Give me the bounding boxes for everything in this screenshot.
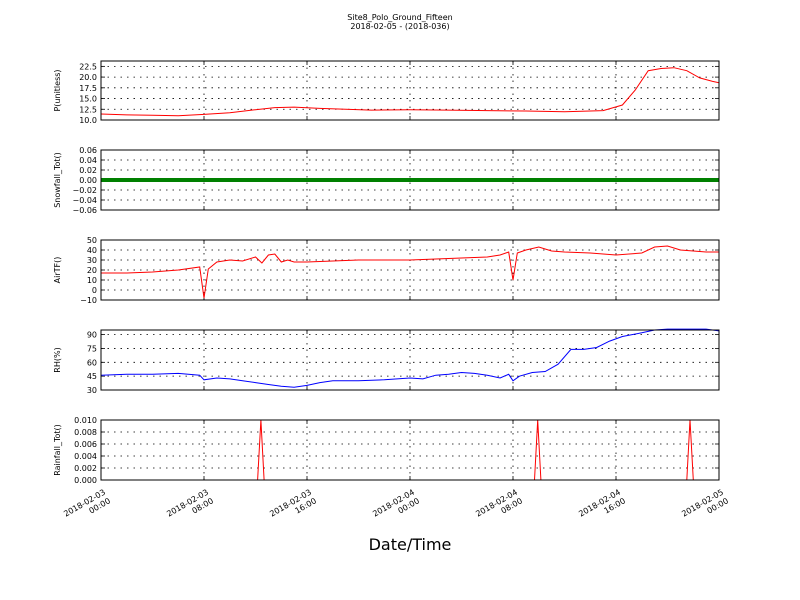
y-tick-label: 15.0 (79, 95, 97, 104)
panel-5: 0.000 0.002 0.004 0.006 0.008 0.010 Rainfall_T… (53, 416, 720, 485)
y-tick-label: 30 (87, 256, 97, 265)
panel-4: 30 45 60 75 90 RH(%) (53, 328, 720, 395)
y-axis-label: Snowfall_Tot() (53, 152, 62, 208)
chart-title: Site8_Polo_Ground_Fifteen (347, 13, 452, 22)
series-line (101, 245, 719, 299)
y-tick-label: 90 (87, 331, 97, 340)
panel-frame (100, 60, 720, 121)
y-axis-label: P(unitless) (53, 69, 62, 111)
series-line (100, 67, 720, 117)
y-tick-label: 0.06 (79, 146, 97, 155)
panel-2: −0.06−0.04−0.020.000.020.040.06 Snowfall_… (53, 146, 720, 215)
y-tick-label: 12.5 (79, 105, 97, 114)
series-line (100, 328, 720, 388)
y-axis-label: AirTF() (53, 257, 62, 284)
y-tick-label: 0.04 (79, 156, 97, 165)
y-tick-label: 0.006 (74, 440, 97, 449)
y-tick-label: 0.02 (79, 166, 97, 175)
y-tick-label: −0.06 (72, 206, 97, 215)
y-tick-label: 40 (87, 246, 97, 255)
y-tick-label: 17.5 (79, 84, 97, 93)
y-tick-label: −0.04 (72, 196, 97, 205)
y-tick-label: 10.0 (79, 116, 97, 125)
y-tick-label: 60 (87, 358, 97, 367)
y-tick-label: 0.000 (74, 476, 97, 485)
panel-frame (100, 239, 720, 301)
panel-1: 10.0 12.515.0 17.5 20.0 22.5 P(unitless) (53, 60, 720, 125)
y-axis-label: RH(%) (53, 347, 62, 372)
y-axis-label: Rainfall_Tot() (53, 424, 62, 476)
y-tick-label: 22.5 (79, 62, 97, 71)
panels: 10.0 12.515.0 17.5 20.0 22.5 P(unitless) −0.06… (53, 60, 720, 485)
panel-frame (100, 149, 720, 211)
x-axis-label: Date/Time (369, 535, 452, 554)
y-tick-label: 30 (87, 386, 97, 395)
panel-frame (100, 329, 720, 391)
y-tick-label: 0.010 (74, 416, 97, 425)
y-tick-label: −10 (80, 296, 97, 305)
y-tick-label: −0.02 (72, 186, 97, 195)
y-tick-label: 45 (87, 372, 97, 381)
y-tick-label: 0.004 (74, 452, 97, 461)
y-tick-label: 0.008 (74, 428, 97, 437)
y-tick-label: 0.002 (74, 464, 97, 473)
y-tick-label: 20 (87, 266, 97, 275)
panel-frame (100, 419, 720, 481)
y-tick-label: 50 (87, 236, 97, 245)
chart-subtitle: 2018-02-05 - (2018-036) (350, 22, 449, 31)
y-tick-label: 0 (92, 286, 97, 295)
series-line (101, 419, 719, 481)
y-tick-label: 0.00 (79, 176, 97, 185)
y-tick-label: 20.0 (79, 73, 97, 82)
y-tick-label: 10 (87, 276, 97, 285)
y-tick-label: 75 (87, 344, 97, 353)
